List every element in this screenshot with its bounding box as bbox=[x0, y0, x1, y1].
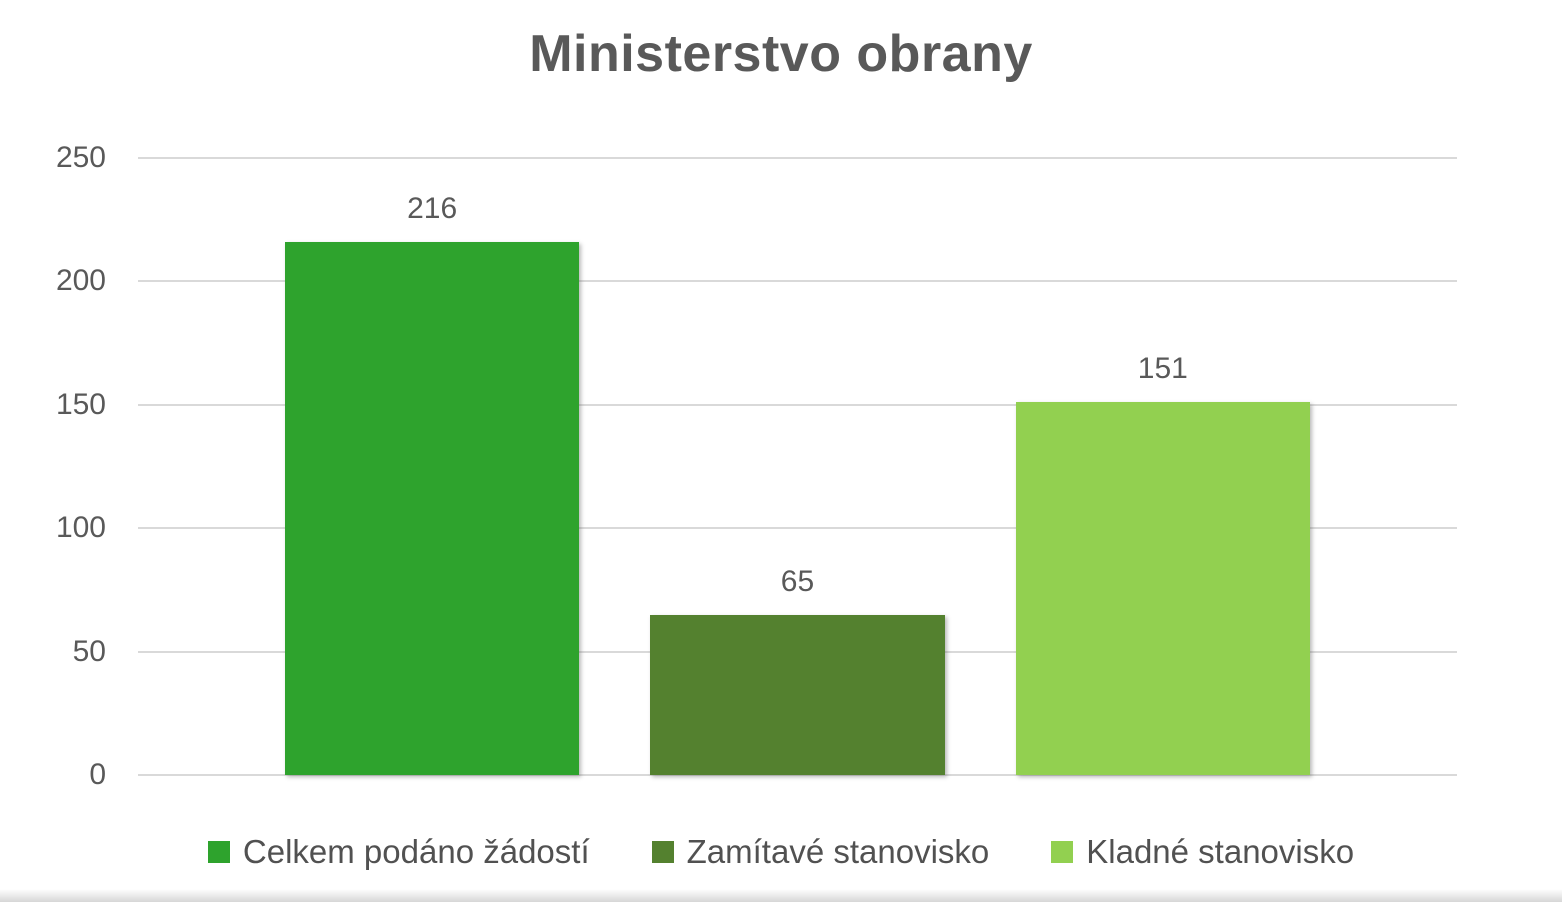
y-axis-tick-100: 100 bbox=[55, 511, 106, 545]
y-axis-tick-0: 0 bbox=[89, 758, 106, 791]
y-axis-tick-150: 150 bbox=[55, 387, 106, 421]
bar-kladn-stanovisko bbox=[1015, 402, 1310, 775]
data-label-kladn-stanovisko: 151 bbox=[1137, 352, 1188, 386]
chart-title: Ministerstvo obrany bbox=[529, 25, 1033, 83]
bottom-edge-shadow bbox=[0, 889, 1562, 902]
legend: Celkem podáno žádostí Zamítavé stanovisko… bbox=[0, 833, 1562, 871]
bar-zam-tav-stanovisko bbox=[650, 614, 945, 775]
gridline-y-100 bbox=[138, 527, 1457, 530]
legend-label: Zamítavé stanovisko bbox=[686, 833, 990, 870]
legend-item-celkem-pod-no-dost: Celkem podáno žádostí bbox=[207, 833, 590, 871]
gridline-y-0 bbox=[138, 774, 1457, 776]
legend-label: Kladné stanovisko bbox=[1086, 833, 1355, 870]
y-axis-tick-250: 250 bbox=[55, 141, 106, 174]
legend-swatch-icon bbox=[1051, 841, 1074, 863]
gridline-y-150 bbox=[138, 403, 1457, 406]
y-axis-tick-200: 200 bbox=[55, 264, 106, 298]
legend-item-kladn-stanovisko: Kladné stanovisko bbox=[1051, 833, 1354, 871]
bar-celkem-pod-no-dost bbox=[285, 241, 580, 775]
legend-swatch-icon bbox=[207, 841, 230, 863]
legend-item-zam-tav-stanovisko: Zamítavé stanovisko bbox=[651, 833, 990, 871]
legend-swatch-icon bbox=[651, 841, 674, 863]
data-label-celkem-pod-no-dost: 216 bbox=[407, 191, 458, 225]
legend-label: Celkem podáno žádostí bbox=[242, 833, 590, 870]
data-label-zam-tav-stanovisko: 65 bbox=[780, 564, 815, 598]
gridline-y-250 bbox=[138, 157, 1457, 159]
y-axis-tick-50: 50 bbox=[72, 634, 106, 668]
gridline-y-200 bbox=[138, 280, 1457, 283]
